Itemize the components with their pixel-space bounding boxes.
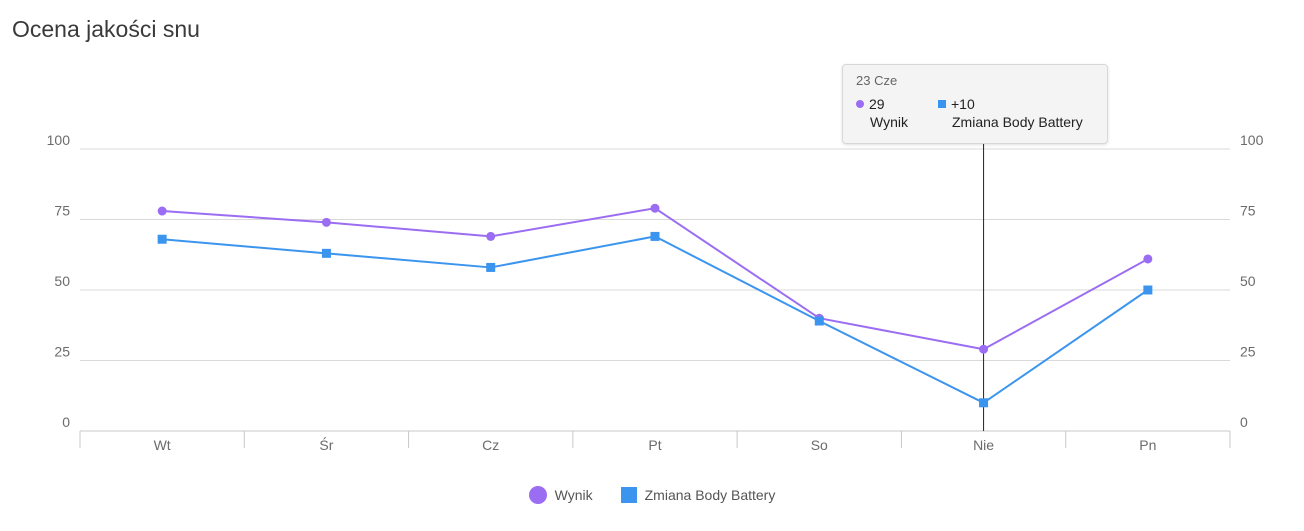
y-tick-label-right: 100 [1240,132,1264,148]
data-point-battery [979,398,989,408]
x-tick-label: Śr [319,436,333,453]
x-tick-label: Pt [648,437,661,453]
chart-title: Ocena jakości snu [12,16,200,42]
x-tick-label: Wt [154,437,171,453]
tooltip-item-score: 29 Wynik [856,96,908,130]
x-tick-label: So [811,437,828,453]
x-tick-label: Pn [1139,437,1156,453]
y-tick-label-right: 0 [1240,414,1248,430]
data-point-score [321,217,331,227]
data-point-battery [814,316,824,326]
data-point-score [650,203,660,213]
y-tick-label-right: 50 [1240,273,1256,289]
series-group [157,203,1153,408]
circle-marker-icon [528,486,547,504]
tooltip-date: 23 Cze [856,73,898,88]
legend-label-battery: Zmiana Body Battery [644,487,776,503]
legend-item-battery[interactable]: Zmiana Body Battery [620,487,776,503]
x-tick-label: Cz [482,437,499,453]
y-tick-label-left: 25 [54,344,70,360]
battery-marker-icon [938,100,946,108]
data-point-score [486,231,496,241]
data-point-score [1143,254,1153,264]
series-line-battery [162,235,1149,404]
data-point-battery [486,262,496,272]
score-marker-icon [856,100,864,108]
tooltip-item-battery: +10 Zmiana Body Battery [938,96,1083,130]
sleep-score-chart: 100 75 50 25 0 100 75 50 25 0 Wt Śr Cz Pt So Nie Pn [47,132,1264,453]
legend: Wynik Zmiana Body Battery [0,486,1304,504]
data-point-score [157,206,167,216]
y-axis-right: 100 75 50 25 0 [1240,132,1264,430]
tooltip-score-value: 29 [869,96,885,112]
y-axis-left: 100 75 50 25 0 [47,132,71,430]
x-tick-label: Nie [973,437,994,453]
legend-item-score[interactable]: Wynik [528,486,593,504]
y-tick-label-left: 0 [62,414,70,430]
square-marker-icon [620,487,637,503]
series-line-score [162,207,1149,351]
y-tick-label-left: 75 [54,203,70,219]
x-axis: Wt Śr Cz Pt So Nie Pn [79,430,1231,453]
data-point-battery [650,231,660,241]
data-point-battery [321,248,331,258]
y-tick-label-left: 100 [47,132,71,148]
y-tick-label-right: 25 [1240,344,1256,360]
tooltip-score-name: Wynik [870,114,908,130]
tooltip-battery-value: +10 [951,96,975,112]
y-tick-label-right: 75 [1240,203,1256,219]
y-tick-label-left: 50 [54,273,70,289]
data-point-battery [1143,285,1153,295]
tooltip-battery-name: Zmiana Body Battery [952,114,1083,130]
data-point-battery [157,234,167,244]
tooltip: 23 Cze 29 Wynik +10 Zmiana Body Battery [842,64,1108,144]
data-point-score [979,344,989,354]
legend-label-score: Wynik [554,487,593,503]
grid-lines [80,148,1230,361]
